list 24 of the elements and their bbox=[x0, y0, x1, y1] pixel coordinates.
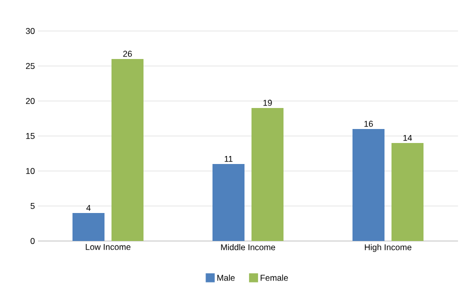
legend-label: Female bbox=[260, 274, 288, 281]
y-tick-label: 5 bbox=[30, 203, 35, 209]
y-tick-label: 15 bbox=[26, 133, 35, 139]
bar bbox=[352, 129, 385, 241]
data-label: 4 bbox=[86, 204, 91, 211]
y-tick-label: 0 bbox=[30, 238, 35, 244]
bar bbox=[252, 108, 284, 241]
y-tick-label: 25 bbox=[26, 63, 35, 69]
data-label: 26 bbox=[123, 50, 132, 57]
legend-label: Male bbox=[217, 274, 235, 281]
y-tick-label: 20 bbox=[26, 98, 35, 104]
data-label: 19 bbox=[263, 100, 272, 106]
bar bbox=[112, 59, 144, 241]
y-tick-label: 30 bbox=[26, 28, 35, 34]
data-label: 14 bbox=[403, 134, 412, 141]
bar bbox=[392, 143, 424, 241]
x-tick-label: Low Income bbox=[86, 244, 130, 250]
bar bbox=[212, 164, 244, 241]
bar bbox=[72, 213, 104, 241]
data-label: 16 bbox=[364, 120, 373, 127]
x-tick-label: Middle Income bbox=[221, 244, 276, 250]
data-label: 11 bbox=[224, 156, 232, 162]
x-tick-label: High Income bbox=[364, 244, 412, 252]
y-tick-label: 10 bbox=[26, 168, 35, 174]
